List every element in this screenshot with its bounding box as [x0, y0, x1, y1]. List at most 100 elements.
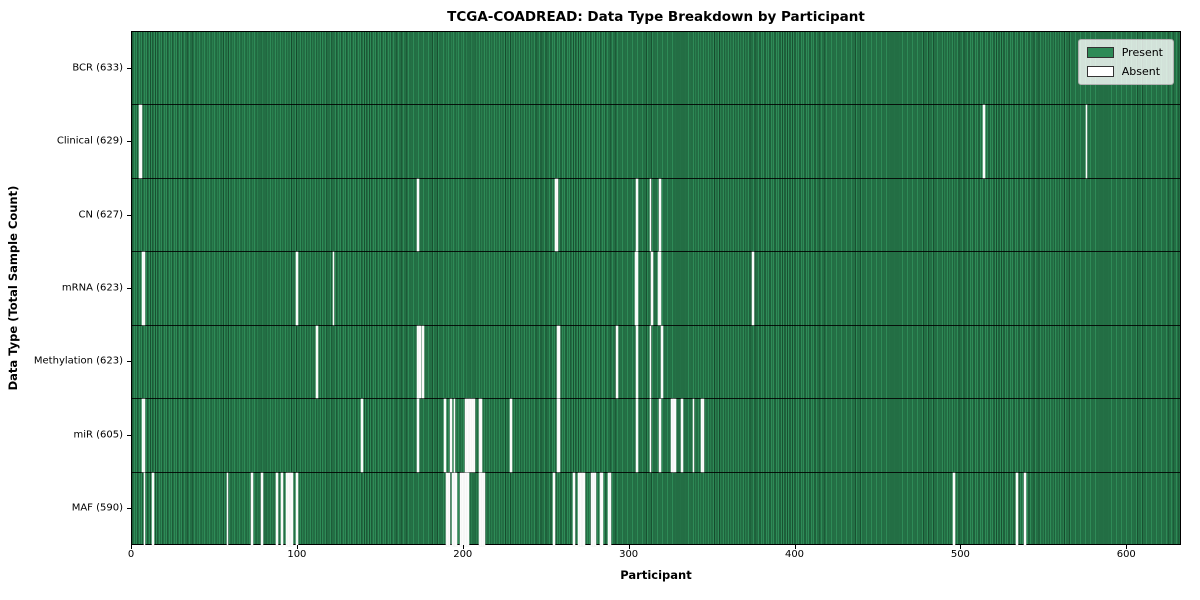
absent-mark [286, 472, 288, 546]
absent-mark [599, 472, 602, 546]
absent-mark [141, 399, 144, 472]
absent-mark [296, 472, 298, 546]
y-tick-label: miR (605) [73, 429, 123, 441]
absent-mark [455, 472, 458, 546]
absent-mark [558, 325, 560, 399]
absent-mark [143, 472, 146, 546]
x-tick-mark [462, 545, 464, 549]
absent-mark [681, 399, 683, 472]
absent-mark [473, 399, 476, 472]
x-tick-mark [1126, 545, 1128, 549]
absent-mark [287, 472, 290, 546]
absent-mark [453, 399, 456, 472]
x-tick-mark [131, 545, 132, 549]
heatmap-row-bcr [132, 32, 1180, 106]
absent-mark [692, 399, 695, 472]
absent-mark [296, 252, 298, 325]
y-tick-label: Clinical (629) [56, 135, 123, 147]
x-tick-mark [960, 545, 962, 549]
absent-mark [422, 325, 424, 399]
absent-mark [151, 472, 154, 546]
absent-mark [448, 472, 451, 546]
absent-mark [417, 325, 419, 399]
absent-mark [251, 472, 254, 546]
absent-mark [553, 472, 555, 546]
absent-mark [649, 399, 652, 472]
absent-mark [556, 399, 559, 472]
chart-title: TCGA-COADREAD: Data Type Breakdown by Pa… [447, 9, 865, 25]
y-tick-mark [127, 288, 131, 289]
absent-mark [649, 325, 652, 399]
absent-mark [1085, 105, 1088, 178]
heatmap-row-mir [132, 399, 1180, 473]
legend-label-present: Present [1121, 46, 1163, 59]
absent-mark [138, 105, 141, 178]
heatmap-row-cn [132, 178, 1180, 253]
absent-mark [702, 399, 705, 472]
absent-mark [657, 252, 660, 325]
y-tick-label: mRNA (623) [61, 282, 123, 294]
absent-mark [636, 325, 638, 399]
absent-mark [460, 472, 463, 546]
x-tick-label: 600 [1116, 549, 1136, 560]
absent-mark [445, 472, 448, 546]
absent-mark [601, 472, 604, 546]
absent-mark [467, 399, 469, 472]
absent-mark [556, 325, 559, 399]
x-tick-label: 500 [950, 549, 970, 560]
absent-mark [578, 472, 580, 546]
legend-label-absent: Absent [1121, 65, 1161, 78]
absent-mark [276, 472, 278, 546]
absent-mark [982, 105, 985, 178]
absent-mark [659, 178, 662, 252]
absent-mark [573, 472, 575, 546]
absent-mark [289, 472, 292, 546]
absent-mark [616, 325, 619, 399]
x-axis-label: Participant [620, 568, 692, 582]
x-tick-label: 300 [619, 549, 639, 560]
absent-mark [636, 252, 638, 325]
absent-mark [1024, 472, 1027, 546]
absent-mark [634, 252, 637, 325]
absent-mark [636, 178, 638, 252]
legend-item-present: Present [1086, 46, 1163, 59]
absent-mark [594, 472, 597, 546]
absent-mark [649, 178, 652, 252]
absent-mark [140, 105, 142, 178]
absent-mark [452, 472, 454, 546]
absent-mark [453, 472, 456, 546]
absent-mark [556, 178, 559, 252]
absent-mark [581, 472, 584, 546]
heatmap-row-methylation [132, 325, 1180, 400]
absent-mark [462, 472, 464, 546]
absent-mark [671, 399, 673, 472]
absent-mark [480, 399, 482, 472]
legend-item-absent: Absent [1086, 65, 1163, 78]
plot-area: Present Absent [131, 31, 1181, 546]
y-tick-mark [127, 214, 131, 216]
y-tick-mark [127, 434, 131, 436]
absent-mark [450, 399, 453, 472]
absent-mark [468, 399, 471, 472]
absent-mark [483, 472, 486, 546]
y-tick-label: MAF (590) [71, 502, 123, 514]
y-tick-label: Methylation (623) [33, 355, 123, 367]
absent-mark [583, 472, 585, 546]
absent-color-swatch [1086, 66, 1114, 77]
absent-mark [651, 252, 653, 325]
absent-mark [472, 399, 474, 472]
y-tick-mark [127, 141, 131, 143]
absent-mark [554, 178, 557, 252]
y-tick-label: CN (627) [78, 209, 123, 221]
absent-mark [465, 472, 468, 546]
heatmap-row-clinical [132, 105, 1180, 179]
absent-mark [467, 472, 469, 546]
y-tick-mark [127, 508, 131, 510]
y-tick-label: BCR (633) [72, 62, 123, 74]
absent-mark [558, 399, 560, 472]
absent-mark [143, 399, 146, 472]
y-tick-mark [127, 361, 131, 363]
absent-mark [447, 472, 449, 546]
absent-mark [700, 399, 703, 472]
